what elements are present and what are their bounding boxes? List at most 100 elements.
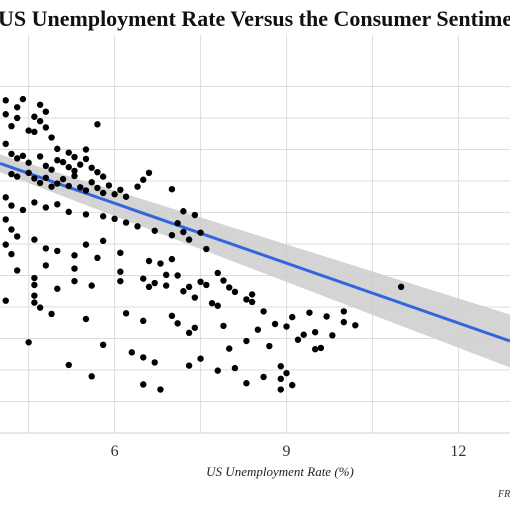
- data-point: [208, 300, 216, 307]
- data-point: [283, 323, 290, 330]
- data-point: [42, 204, 50, 211]
- data-point: [8, 122, 15, 130]
- data-point: [88, 179, 95, 186]
- data-point: [94, 184, 101, 192]
- data-point: [122, 310, 130, 317]
- data-point: [36, 101, 44, 108]
- data-point: [283, 369, 290, 377]
- data-point: [71, 167, 78, 175]
- data-point: [289, 313, 296, 321]
- data-point: [191, 324, 199, 331]
- data-point: [99, 341, 107, 348]
- data-point: [88, 164, 95, 171]
- data-point: [48, 183, 55, 190]
- x-tick-label: 6: [111, 443, 119, 460]
- confidence-band: [0, 154, 510, 368]
- data-point: [311, 346, 319, 353]
- data-point: [140, 381, 147, 388]
- data-point: [31, 236, 38, 243]
- data-point: [214, 367, 221, 374]
- data-point: [168, 312, 176, 320]
- data-point: [248, 291, 256, 298]
- data-point: [65, 149, 72, 156]
- data-point: [105, 182, 113, 189]
- data-point: [48, 166, 55, 173]
- data-point: [271, 320, 279, 328]
- data-point: [2, 97, 9, 104]
- data-point: [277, 375, 284, 383]
- data-point: [13, 267, 21, 274]
- data-point: [65, 208, 72, 216]
- data-point: [174, 220, 181, 227]
- data-point: [2, 216, 9, 223]
- data-point: [99, 213, 107, 220]
- data-point: [174, 272, 181, 279]
- data-point: [71, 277, 78, 285]
- data-point: [82, 155, 90, 163]
- data-point: [65, 361, 72, 369]
- data-point: [42, 174, 50, 182]
- data-point: [19, 206, 27, 214]
- data-point: [19, 152, 27, 159]
- data-point: [59, 175, 67, 183]
- data-point: [48, 310, 55, 318]
- data-point: [151, 279, 158, 287]
- data-point: [231, 364, 239, 372]
- data-point: [151, 227, 158, 234]
- data-point: [2, 194, 9, 201]
- data-point: [168, 185, 176, 193]
- data-point: [94, 121, 101, 128]
- data-point: [42, 124, 50, 131]
- data-point: [214, 269, 221, 277]
- data-point: [226, 284, 233, 291]
- data-point: [8, 226, 15, 233]
- data-point: [266, 342, 273, 350]
- data-point: [243, 337, 250, 345]
- data-point: [300, 331, 307, 338]
- data-point: [231, 288, 239, 296]
- data-point: [174, 320, 181, 327]
- data-point: [145, 283, 153, 291]
- data-point: [25, 339, 32, 346]
- data-point: [145, 257, 153, 265]
- data-point: [197, 278, 204, 285]
- data-point: [2, 111, 9, 118]
- data-point: [134, 183, 141, 190]
- data-point: [180, 208, 187, 215]
- data-point: [54, 285, 61, 292]
- data-point: [99, 189, 107, 197]
- data-point: [65, 163, 72, 171]
- data-point: [36, 153, 44, 160]
- data-point: [340, 318, 348, 326]
- data-point: [162, 282, 170, 289]
- data-point: [122, 219, 130, 226]
- data-point: [203, 245, 210, 253]
- data-point: [117, 268, 124, 275]
- data-point: [140, 317, 147, 325]
- x-tick-labels: 6 9 12: [111, 443, 467, 460]
- data-point: [13, 155, 21, 162]
- data-point: [162, 271, 170, 279]
- data-point: [111, 191, 118, 198]
- data-point: [94, 254, 101, 262]
- data-point: [8, 150, 15, 158]
- data-point: [289, 381, 296, 389]
- data-point: [71, 153, 78, 161]
- data-point: [185, 362, 193, 369]
- data-point: [134, 223, 141, 230]
- data-point: [151, 359, 158, 366]
- data-point: [157, 386, 164, 393]
- data-point: [117, 186, 124, 194]
- data-point: [25, 169, 32, 177]
- data-point: [36, 304, 44, 311]
- data-point: [220, 277, 227, 284]
- chart-title: US Unemployment Rate Versus the Consumer…: [0, 6, 510, 31]
- data-point: [54, 157, 61, 164]
- data-point: [31, 113, 38, 120]
- data-point: [82, 315, 90, 323]
- data-point: [243, 380, 250, 387]
- data-point: [111, 215, 118, 222]
- data-point: [329, 332, 336, 339]
- data-point: [203, 281, 210, 289]
- data-point: [31, 199, 38, 206]
